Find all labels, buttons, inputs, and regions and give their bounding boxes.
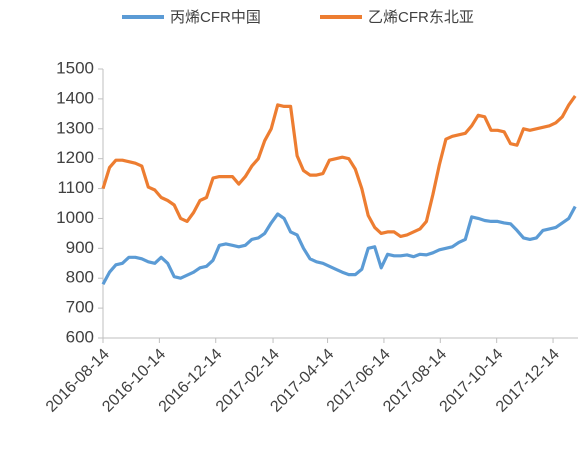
y-tick-label: 1000 xyxy=(56,208,94,227)
y-tick-label: 800 xyxy=(66,268,94,287)
series-line xyxy=(101,205,577,285)
y-tick-label: 1100 xyxy=(57,178,94,197)
y-tick-label: 1200 xyxy=(56,148,94,167)
y-tick-label: 600 xyxy=(66,327,94,346)
y-tick-label: 1400 xyxy=(56,88,94,107)
legend-label: 丙烯CFR中国 xyxy=(170,9,261,26)
y-tick-label: 1500 xyxy=(56,58,94,77)
y-tick-label: 900 xyxy=(66,238,94,257)
y-tick-label: 700 xyxy=(66,298,94,317)
legend-label: 乙烯CFR东北亚 xyxy=(368,9,474,26)
series-line xyxy=(101,94,577,238)
y-tick-label: 1300 xyxy=(56,118,94,137)
